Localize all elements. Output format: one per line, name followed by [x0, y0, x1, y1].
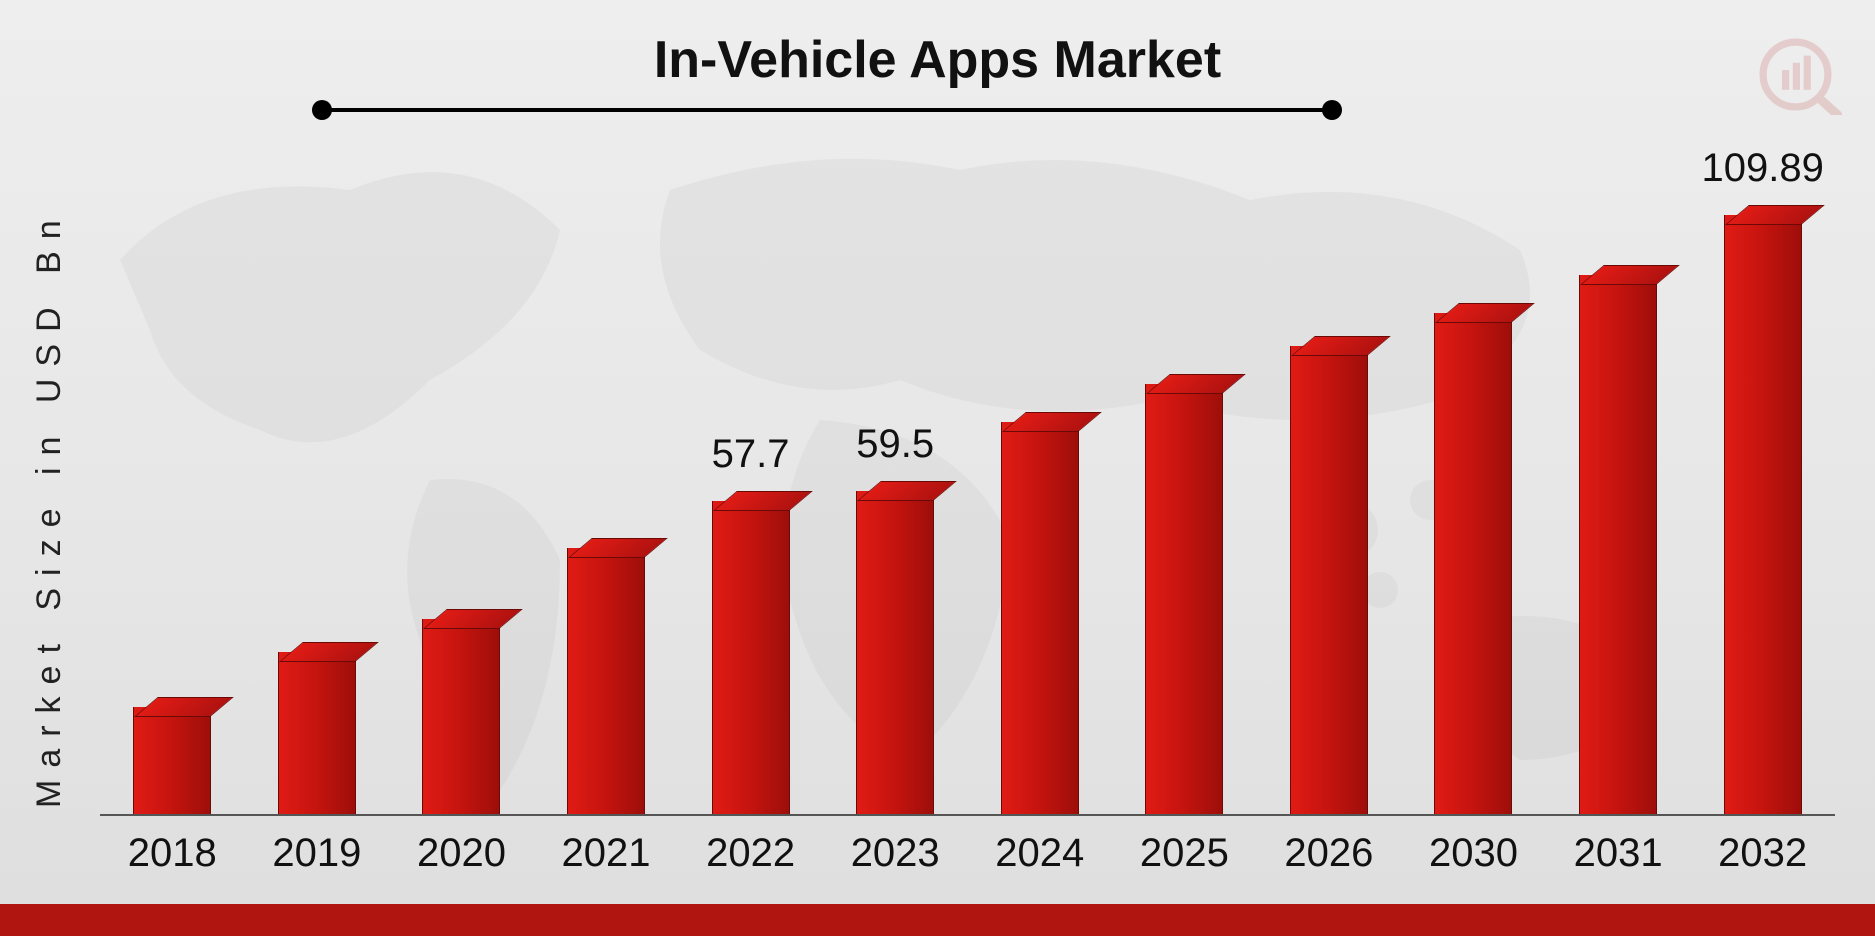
bar-top-face	[1725, 205, 1825, 225]
bar-top-face	[1002, 412, 1102, 432]
bar-top-face	[1435, 303, 1535, 323]
bar	[133, 707, 211, 816]
x-axis-tick-label: 2023	[823, 831, 968, 876]
bar-slot	[967, 160, 1112, 816]
bar-slot	[1401, 160, 1546, 816]
bar	[1434, 313, 1512, 816]
bar	[1579, 275, 1657, 816]
x-axis-tick-label: 2018	[100, 831, 245, 876]
bar-slot	[389, 160, 534, 816]
bar-slot	[1257, 160, 1402, 816]
bar-top-face	[134, 697, 234, 717]
bar-slot	[1112, 160, 1257, 816]
bar-slot	[1546, 160, 1691, 816]
x-axis-tick-label: 2024	[967, 831, 1112, 876]
bar-top-face	[568, 538, 668, 558]
bar-top-face	[423, 609, 523, 629]
bar-top-face	[713, 491, 813, 511]
bar-top-face	[1146, 374, 1246, 394]
x-axis-tick-label: 2031	[1546, 831, 1691, 876]
x-axis-tick-label: 2026	[1257, 831, 1402, 876]
x-axis-tick-label: 2022	[678, 831, 823, 876]
bar-slot	[100, 160, 245, 816]
bar-slot	[534, 160, 679, 816]
bar	[1145, 384, 1223, 816]
bar	[278, 652, 356, 816]
title-underline	[322, 108, 1332, 112]
footer-stripe	[0, 904, 1875, 936]
bar	[567, 548, 645, 816]
plot-area: 57.7 59.5 109.89	[100, 160, 1835, 816]
bar-top-face	[1580, 265, 1680, 285]
bar-slot: 59.5	[823, 160, 968, 816]
bar-top-face	[857, 481, 957, 501]
bar-value-label: 59.5	[856, 422, 934, 467]
bar-slot	[245, 160, 390, 816]
x-axis-tick-label: 2021	[534, 831, 679, 876]
y-axis-label: Market Size in USD Bn	[30, 200, 70, 816]
x-axis-labels: 2018201920202021202220232024202520262030…	[100, 831, 1835, 876]
x-axis-tick-label: 2025	[1112, 831, 1257, 876]
x-axis-tick-label: 2019	[245, 831, 390, 876]
bar-slot: 57.7	[678, 160, 823, 816]
bar-top-face	[1291, 336, 1391, 356]
x-axis-baseline	[100, 814, 1835, 816]
bars-container: 57.7 59.5 109.89	[100, 160, 1835, 816]
bar: 59.5	[856, 491, 934, 816]
bar-value-label: 109.89	[1701, 146, 1823, 191]
bar-slot: 109.89	[1690, 160, 1835, 816]
bar-top-face	[279, 642, 379, 662]
bar: 57.7	[712, 501, 790, 816]
x-axis-tick-label: 2030	[1401, 831, 1546, 876]
bar	[1001, 422, 1079, 816]
bar: 109.89	[1724, 215, 1802, 816]
bar-value-label: 57.7	[712, 432, 790, 477]
chart-title: In-Vehicle Apps Market	[0, 30, 1875, 90]
x-axis-tick-label: 2020	[389, 831, 534, 876]
bar	[422, 619, 500, 816]
bar	[1290, 346, 1368, 816]
x-axis-tick-label: 2032	[1690, 831, 1835, 876]
